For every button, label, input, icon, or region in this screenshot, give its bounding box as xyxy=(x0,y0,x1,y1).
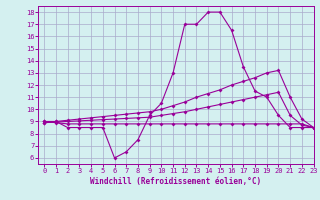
X-axis label: Windchill (Refroidissement éolien,°C): Windchill (Refroidissement éolien,°C) xyxy=(91,177,261,186)
